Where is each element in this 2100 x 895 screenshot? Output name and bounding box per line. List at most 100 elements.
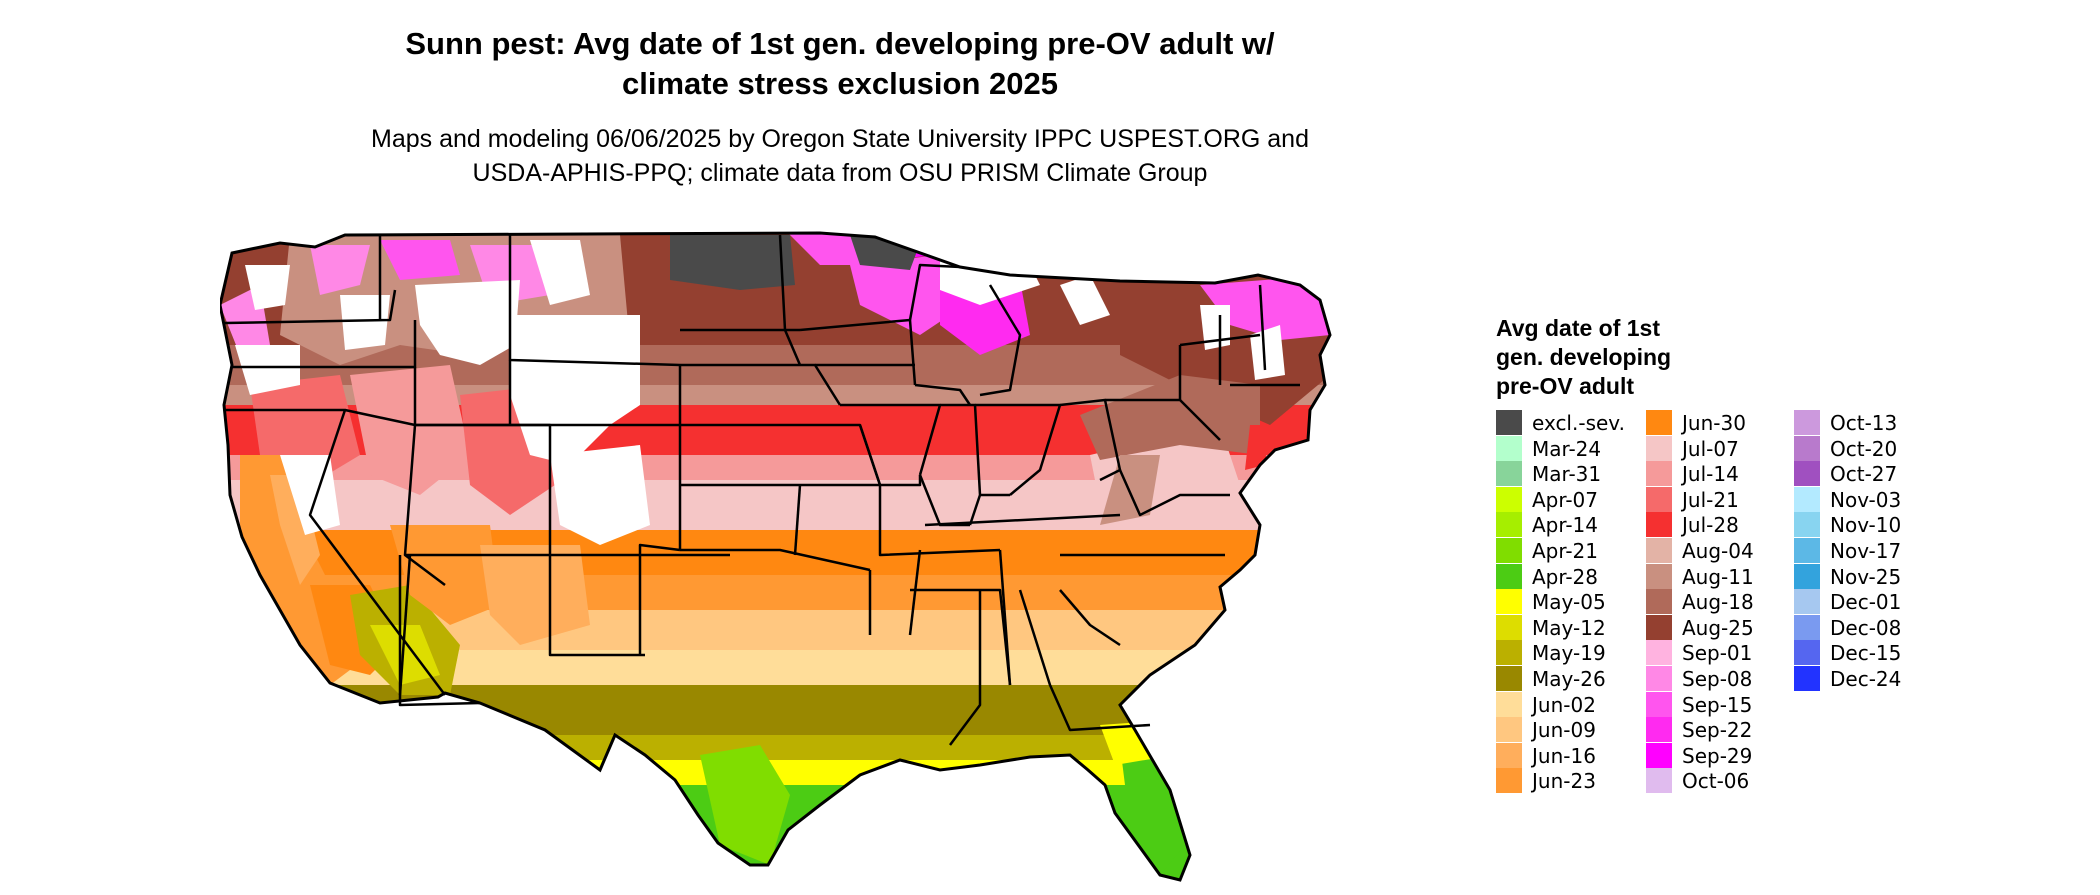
legend-label: Jun-02 [1532,692,1596,717]
legend-swatch [1794,538,1820,563]
legend-title-line-2: gen. developing [1496,344,1672,370]
legend-entry: Oct-13 [1794,410,1934,436]
legend-swatch [1646,435,1672,461]
legend-entry: Jul-07 [1646,435,1786,462]
legend-swatch [1496,563,1522,589]
legend-entry: Sep-22 [1646,717,1786,743]
legend-label: Dec-15 [1830,641,1902,666]
legend-label: Aug-25 [1682,615,1754,640]
legend-label: excl.-sev. [1532,411,1625,435]
legend-label: Nov-10 [1830,513,1902,538]
legend-label: Apr-21 [1532,539,1598,563]
legend-swatch [1646,512,1672,538]
legend-swatch [1496,435,1522,461]
legend-label: Jul-07 [1682,436,1739,461]
legend-label: Oct-20 [1830,436,1898,461]
legend-swatch [1496,691,1522,717]
legend-entry: Jun-16 [1496,742,1636,769]
legend-label: Sep-22 [1682,718,1753,743]
legend-entry: Dec-15 [1794,640,1934,666]
legend-entry: Dec-24 [1794,666,1934,692]
legend-label: Jun-16 [1532,743,1596,768]
title-line-2: climate stress exclusion 2025 [622,66,1058,101]
legend-swatch [1646,410,1672,435]
legend-entry: Sep-29 [1646,742,1786,769]
legend-swatch [1646,563,1672,589]
map-legend: Avg date of 1st gen. developing pre-OV a… [1496,314,2096,814]
legend-label: Sep-15 [1682,692,1753,717]
legend-entry: Nov-03 [1794,486,1934,513]
legend-label: Apr-07 [1532,487,1598,512]
legend-label: Sep-29 [1682,743,1753,768]
legend-entry: May-12 [1496,614,1636,641]
legend-swatch [1496,538,1522,563]
legend-swatch [1646,461,1672,487]
legend-entry: Apr-21 [1496,538,1636,564]
legend-entry: Jul-14 [1646,461,1786,487]
legend-entry: Apr-14 [1496,512,1636,538]
legend-label: May-05 [1532,590,1606,615]
legend-label: Sep-08 [1682,667,1753,691]
legend-entry: Apr-07 [1496,486,1636,513]
legend-entry: Sep-08 [1646,666,1786,692]
legend-entry: Dec-01 [1794,589,1934,615]
legend-swatch [1646,486,1672,512]
legend-entry: Sep-15 [1646,691,1786,718]
legend-swatch [1496,640,1522,666]
legend-entry: Oct-20 [1794,435,1934,462]
legend-swatch [1646,768,1672,794]
legend-label: Aug-04 [1682,539,1754,563]
legend-entry: Nov-10 [1794,512,1934,538]
legend-swatch [1646,666,1672,691]
legend-entry: May-26 [1496,666,1636,692]
legend-label: Mar-31 [1532,462,1602,487]
legend-entry: Sep-01 [1646,640,1786,666]
legend-label: Dec-24 [1830,667,1902,691]
legend-swatch [1794,640,1820,666]
legend-label: Apr-14 [1532,513,1598,538]
legend-swatch [1496,742,1522,768]
legend-label: May-26 [1532,667,1606,691]
legend-swatch [1496,486,1522,512]
legend-swatch [1794,435,1820,461]
legend-entry: Nov-25 [1794,563,1934,590]
legend-title: Avg date of 1st gen. developing pre-OV a… [1496,314,1756,401]
subtitle-line-2: USDA-APHIS-PPQ; climate data from OSU PR… [472,159,1208,187]
legend-label: Nov-17 [1830,539,1902,563]
legend-swatch [1646,742,1672,768]
legend-swatch [1496,589,1522,615]
legend-label: Nov-03 [1830,487,1902,512]
legend-swatch [1794,461,1820,487]
legend-label: Sep-01 [1682,641,1753,666]
legend-entry: Jun-09 [1496,717,1636,743]
map-subtitle: Maps and modeling 06/06/2025 by Oregon S… [0,122,1680,190]
legend-entry: Jun-02 [1496,691,1636,718]
legend-label: Jul-28 [1682,513,1739,538]
legend-label: Jul-21 [1682,487,1739,512]
legend-swatch [1794,410,1820,435]
legend-swatch [1496,768,1522,794]
legend-entry: Mar-24 [1496,435,1636,462]
legend-swatch [1794,614,1820,640]
legend-entry: May-05 [1496,589,1636,615]
legend-swatch [1496,614,1522,640]
us-phenology-map [220,231,1332,882]
legend-entry: Jun-23 [1496,768,1636,794]
legend-entry: Jul-28 [1646,512,1786,538]
legend-label: Jul-14 [1682,462,1739,487]
legend-title-line-1: Avg date of 1st [1496,315,1661,341]
legend-label: Dec-08 [1830,615,1902,640]
legend-entry: Jul-21 [1646,486,1786,513]
legend-label: May-12 [1532,615,1606,640]
legend-swatch [1496,512,1522,538]
legend-swatch [1794,512,1820,538]
legend-swatch [1496,410,1522,435]
legend-swatch [1794,589,1820,615]
legend-entry: Aug-18 [1646,589,1786,615]
legend-entry: excl.-sev. [1496,410,1636,436]
legend-title-line-3: pre-OV adult [1496,373,1635,399]
legend-label: Jun-09 [1532,718,1596,743]
legend-label: Oct-06 [1682,769,1750,794]
subtitle-line-1: Maps and modeling 06/06/2025 by Oregon S… [371,125,1309,153]
legend-swatch [1646,538,1672,563]
